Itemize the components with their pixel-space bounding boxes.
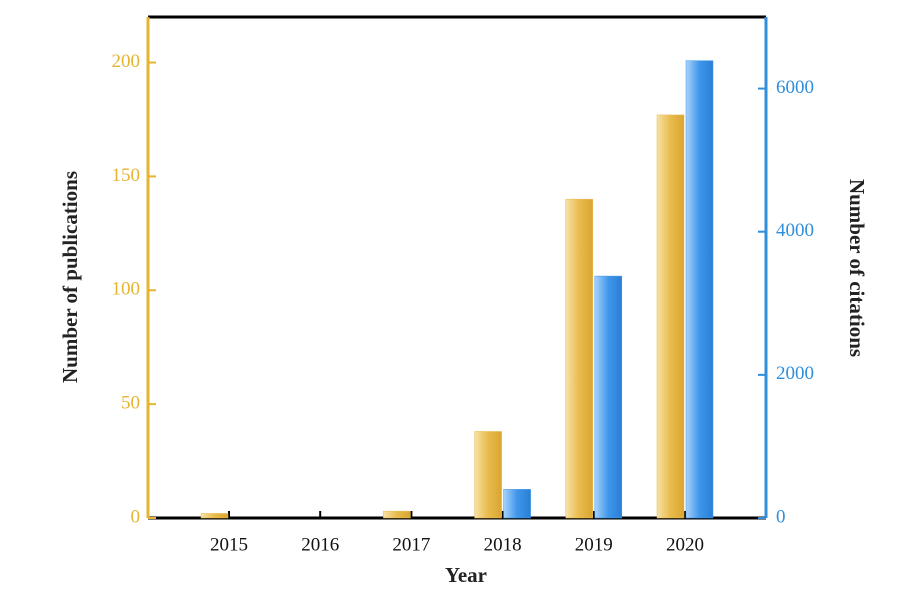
x-tick-label: 2020: [666, 534, 704, 555]
bar: [594, 275, 623, 519]
y-tick-label: 50: [121, 392, 140, 413]
bar: [200, 513, 229, 519]
y-tick-label: 200: [112, 51, 141, 72]
y-tick-label: 100: [112, 279, 141, 300]
y2-axis-title: Number of citations: [845, 179, 869, 357]
bar: [474, 431, 502, 519]
x-tick-label: 2017: [392, 534, 430, 555]
bar: [656, 114, 685, 519]
y-tick-label: 150: [112, 165, 141, 186]
bar: [685, 60, 714, 519]
y-tick-label: 0: [131, 506, 141, 527]
y2-tick-label: 0: [776, 506, 786, 527]
y2-tick-label: 4000: [776, 220, 814, 241]
x-tick-label: 2018: [484, 534, 522, 555]
y-axis-title: Number of publications: [58, 171, 82, 383]
bar: [565, 198, 594, 519]
x-axis-title: Year: [445, 563, 487, 587]
bar: [383, 510, 411, 519]
y2-tick-label: 2000: [776, 363, 814, 384]
x-tick-label: 2019: [575, 534, 613, 555]
x-tick-label: 2015: [210, 534, 248, 555]
y2-tick-label: 6000: [776, 77, 814, 98]
x-tick-label: 2016: [301, 534, 339, 555]
bar: [503, 489, 531, 519]
